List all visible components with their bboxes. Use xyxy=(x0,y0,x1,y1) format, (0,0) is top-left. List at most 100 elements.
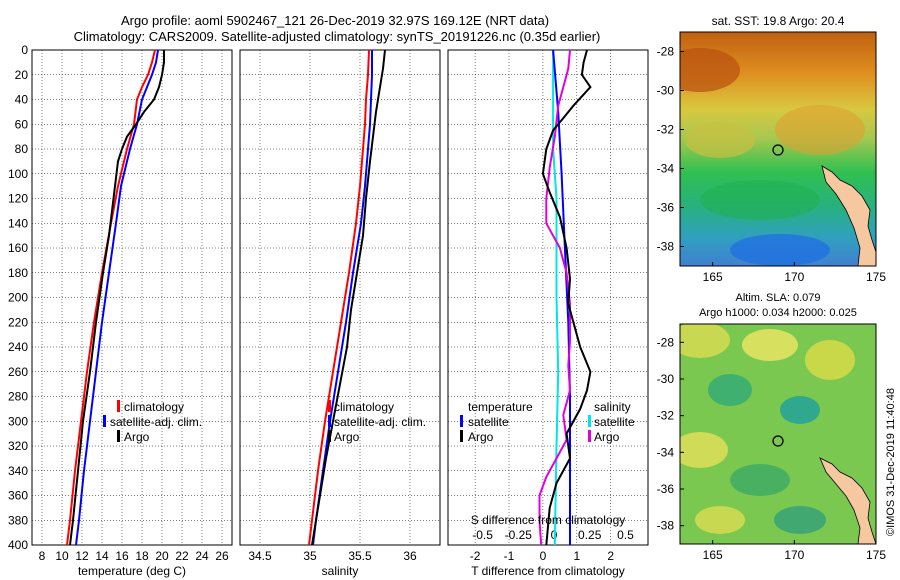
series-line-climatology xyxy=(66,49,156,546)
x-tick-label: 10 xyxy=(55,549,69,563)
sst-warm-patch xyxy=(775,105,865,155)
legend-argo: Argo xyxy=(334,430,360,444)
map-y-tick-label: -38 xyxy=(657,519,675,533)
coastline-land xyxy=(819,457,876,544)
argo-location-marker xyxy=(772,144,784,156)
sst-map-title: sat. SST: 19.8 Argo: 20.4 xyxy=(712,14,845,28)
map-y-tick-label: -30 xyxy=(657,372,675,386)
map-y-tick-label: -32 xyxy=(657,123,675,137)
series-line-s-argo xyxy=(541,49,592,546)
grid-layer xyxy=(32,49,648,546)
difference-legend-temperature: temperature satellite Argo xyxy=(460,400,533,444)
map-y-tick-label: -28 xyxy=(657,335,675,349)
x-tick-label: 0 xyxy=(540,549,547,563)
sst-cold-patch xyxy=(730,234,830,266)
coastline-land xyxy=(821,165,876,266)
legend-swatch-argo xyxy=(117,430,120,442)
x-tick-label: 20 xyxy=(155,549,169,563)
map-x-tick-label: 175 xyxy=(866,548,886,562)
x-tick-label: 36 xyxy=(403,549,417,563)
depth-tick-label: 220 xyxy=(8,315,28,329)
x-tick-label: 14 xyxy=(95,549,109,563)
series-line-t-argo xyxy=(538,49,572,546)
depth-tick-label: 340 xyxy=(8,464,28,478)
x-tick-label: 35 xyxy=(303,549,317,563)
depth-tick-label: 300 xyxy=(8,414,28,428)
depth-tick-label: 360 xyxy=(8,489,28,503)
map-x-tick-label: 165 xyxy=(703,548,723,562)
series-line-climatology xyxy=(308,49,370,546)
x-tick-label: 22 xyxy=(175,549,189,563)
t-difference-xlabel: T difference from climatology xyxy=(471,564,625,578)
map-y-tick-label: -28 xyxy=(657,45,675,59)
sst-map xyxy=(680,32,876,266)
legend-climatology: climatology xyxy=(334,400,394,414)
sla-low-patch xyxy=(708,374,752,406)
sla-map xyxy=(680,324,876,544)
argo-location-marker xyxy=(772,435,784,447)
sla-map-subtitle: Argo h1000: 0.034 h2000: 0.025 xyxy=(699,307,857,319)
temperature-xlabel: temperature (deg C) xyxy=(78,564,186,578)
depth-tick-label: 20 xyxy=(15,68,29,82)
imos-credit: ©IMOS 31-Dec-2019 11:40:48 xyxy=(885,388,897,536)
sla-high-patch xyxy=(805,340,855,380)
map-y-tick-label: -34 xyxy=(657,162,675,176)
map-y-tick-label: -30 xyxy=(657,84,675,98)
map-x-tick-label: 165 xyxy=(703,270,723,284)
sla-low-patch xyxy=(780,396,820,424)
depth-tick-label: 240 xyxy=(8,340,28,354)
legend-swatch-satellite xyxy=(588,415,591,427)
x-tick-label: 16 xyxy=(115,549,129,563)
sla-map-frame xyxy=(679,323,877,545)
depth-axis-labels: 0 20 40 60 80 100 120 140 160 180 200 220 240 260 280 3… xyxy=(8,43,28,552)
map-y-tick-label: -36 xyxy=(657,201,675,215)
x-tick-label: 8 xyxy=(39,549,46,563)
legend-swatch-satellite xyxy=(103,415,106,427)
sst-mid-patch xyxy=(685,122,755,158)
x-tick-label: 34.5 xyxy=(248,549,272,563)
series-line-satellite-adj-clim- xyxy=(312,50,373,546)
map-x-tick-label: 170 xyxy=(784,548,804,562)
depth-tick-label: 200 xyxy=(8,291,28,305)
x-tick-label: 1 xyxy=(573,549,580,563)
legend-title-temperature: temperature xyxy=(468,400,533,414)
legend-satellite-adj: satellite-adj. clim. xyxy=(334,415,426,429)
x-tick-label: 35.5 xyxy=(348,549,372,563)
map-y-tick-label: -34 xyxy=(657,445,675,459)
sst-cool-patch xyxy=(700,180,820,220)
x-tick-label: 26 xyxy=(215,549,229,563)
map-y-tick-label: -38 xyxy=(657,240,675,254)
x-tick-label: 18 xyxy=(135,549,149,563)
depth-tick-label: 120 xyxy=(8,192,28,206)
sla-map-title: Altim. SLA: 0.079 xyxy=(736,292,821,304)
sla-high-patch xyxy=(680,432,728,468)
salinity-xlabel: salinity xyxy=(322,564,359,578)
legend-argo: Argo xyxy=(468,430,494,444)
legend-climatology: climatology xyxy=(124,400,184,414)
depth-tick-label: 260 xyxy=(8,365,28,379)
x-tick-label: 12 xyxy=(75,549,89,563)
s-tick-label: 0.25 xyxy=(578,528,602,542)
series-line-argo xyxy=(69,50,165,546)
depth-tick-label: 80 xyxy=(15,142,29,156)
sst-warm-patch xyxy=(680,48,740,92)
sst-map-frame xyxy=(679,31,877,267)
map-y-tick-label: -32 xyxy=(657,409,675,423)
figure-title-line1: Argo profile: aoml 5902467_121 26-Dec-20… xyxy=(121,13,549,28)
s-tick-label: -0.5 xyxy=(472,528,493,542)
depth-tick-label: 40 xyxy=(15,93,29,107)
sla-low-patch xyxy=(774,506,826,534)
salinity-legend: climatology satellite-adj. clim. Argo xyxy=(328,400,426,444)
depth-tick-label: 160 xyxy=(8,241,28,255)
legend-satellite: satellite xyxy=(468,415,509,429)
depth-tick-label: 100 xyxy=(8,167,28,181)
depth-tick-label: 140 xyxy=(8,216,28,230)
legend-swatch-argo xyxy=(328,430,331,442)
sla-map-ticks: 165 170 175 -28 -30 -32 -34 -36 -38 xyxy=(657,335,887,562)
legend-swatch-satellite xyxy=(328,415,331,427)
x-tick-label: 24 xyxy=(195,549,209,563)
depth-tick-label: 380 xyxy=(8,513,28,527)
legend-swatch-argo xyxy=(588,430,591,442)
sst-map-ticks: 165 170 175 -28 -30 -32 -34 -36 -38 xyxy=(657,45,887,285)
sla-high-patch xyxy=(742,329,798,361)
